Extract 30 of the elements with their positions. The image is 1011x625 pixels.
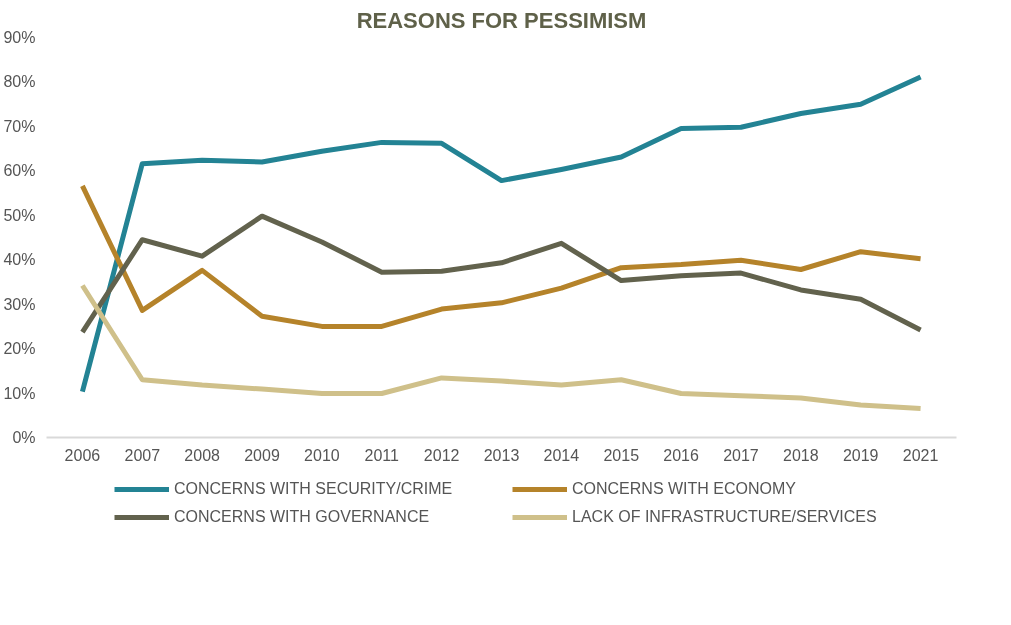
y-tick-label: 80% [3,73,36,91]
y-tick-label: 90% [3,29,36,46]
x-tick-label: 2006 [64,446,101,464]
x-tick-label: 2017 [723,446,759,464]
y-tick-label: 20% [3,340,36,358]
x-tick-label: 2019 [842,446,879,464]
x-tick-label: 2013 [483,446,520,464]
legend-label: CONCERNS WITH SECURITY/CRIME [174,480,454,498]
legend-label: LACK OF INFRASTRUCTURE/SERVICES [572,508,878,526]
legend-label: CONCERNS WITH ECONOMY [572,480,797,498]
chart-title: REASONS FOR PESSIMISM [356,7,647,33]
x-tick-label: 2016 [663,446,699,464]
x-tick-label: 2018 [783,446,819,464]
legend-label: CONCERNS WITH GOVERNANCE [174,508,431,526]
y-tick-label: 60% [3,162,36,180]
x-tick-label: 2011 [364,446,400,464]
y-tick-label: 40% [3,251,36,269]
x-tick-label: 2009 [244,446,280,464]
x-tick-label: 2008 [184,446,221,464]
y-tick-label: 70% [3,117,36,135]
y-tick-label: 0% [12,429,36,446]
x-tick-label: 2012 [423,446,460,464]
x-tick-label: 2021 [902,446,939,464]
x-tick-label: 2007 [124,446,161,464]
x-tick-label: 2010 [304,446,340,464]
x-tick-label: 2014 [543,446,580,464]
x-tick-label: 2015 [603,446,640,464]
y-tick-label: 30% [3,295,36,313]
y-tick-label: 10% [3,384,36,402]
y-tick-label: 50% [3,206,36,224]
